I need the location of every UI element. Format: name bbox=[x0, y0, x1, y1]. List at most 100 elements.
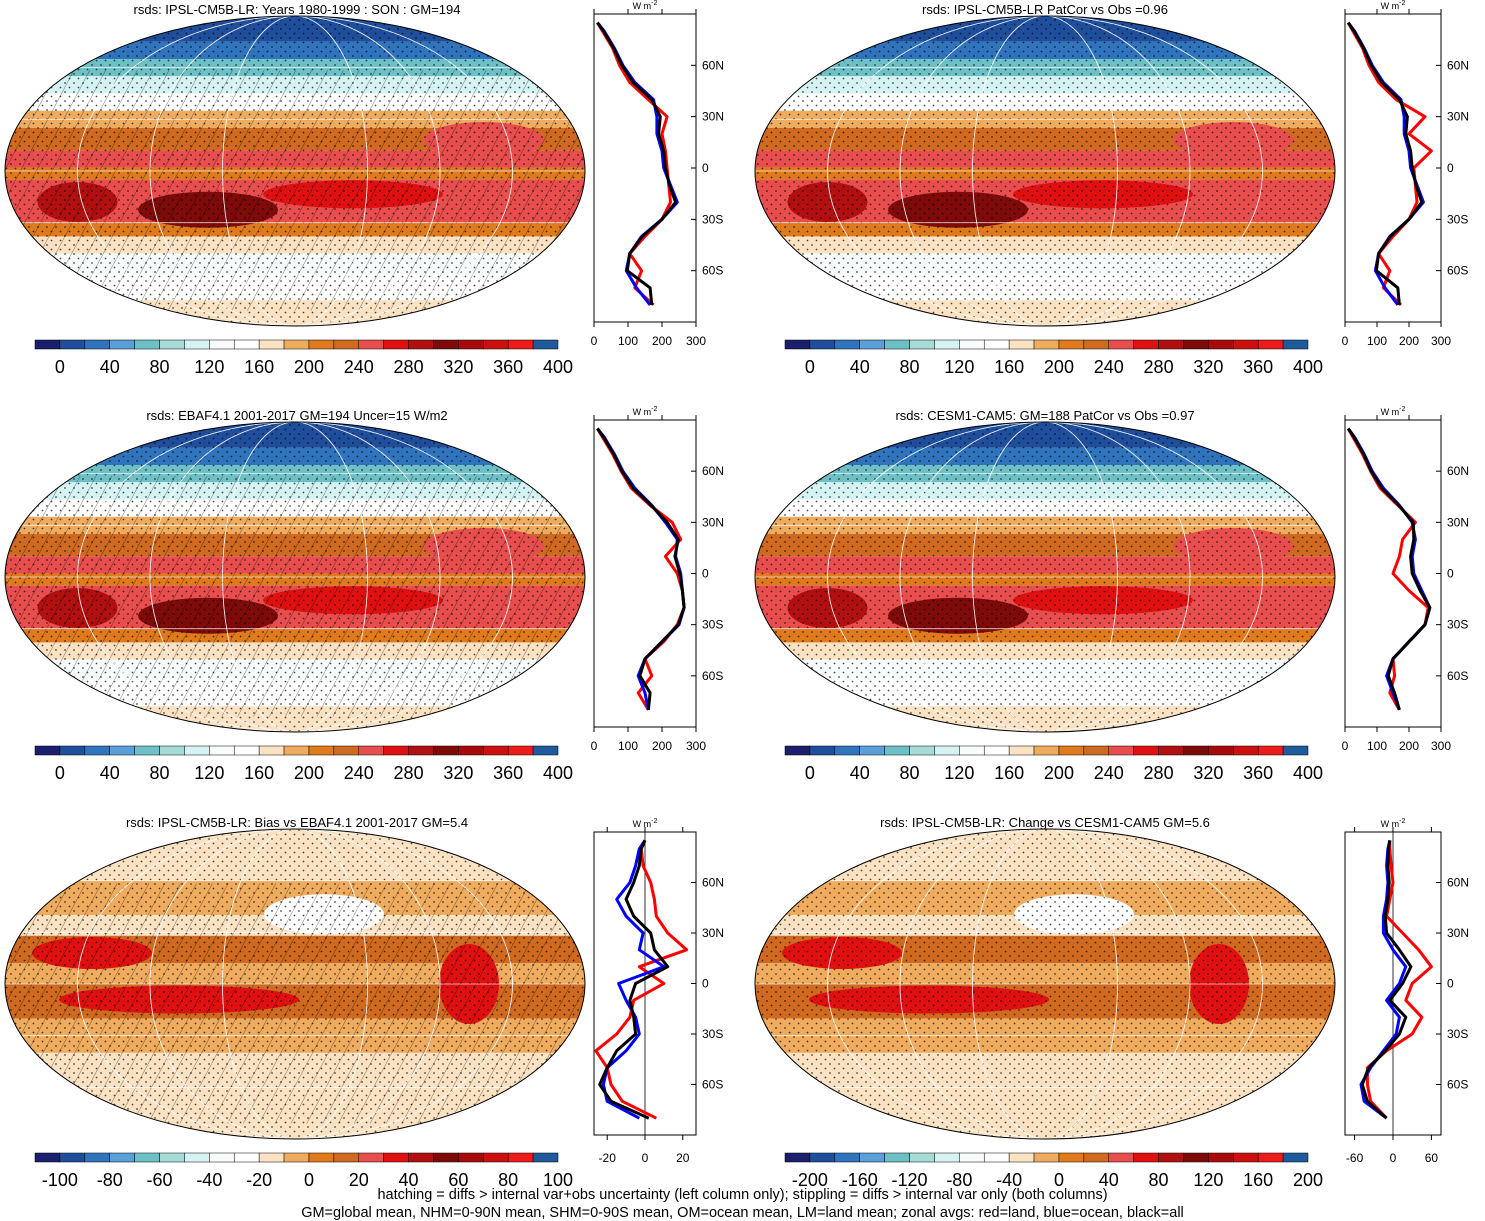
colorbar-swatch bbox=[483, 339, 509, 350]
colorbar-swatch bbox=[934, 745, 960, 756]
zonal-lat-label: 60N bbox=[1447, 464, 1469, 478]
zonal-lat-label: 30N bbox=[1447, 515, 1469, 529]
colorbar-label: 400 bbox=[1293, 763, 1323, 783]
colorbar-swatch bbox=[1208, 1152, 1234, 1163]
colorbar-label: 160 bbox=[994, 357, 1024, 377]
colorbar-swatch bbox=[909, 1152, 935, 1163]
colorbar-swatch bbox=[1183, 745, 1209, 756]
zonal-lat-label: 60S bbox=[1447, 669, 1468, 683]
colorbar-swatch bbox=[1183, 1152, 1209, 1163]
colorbar-label: 320 bbox=[443, 763, 473, 783]
colorbar-swatch bbox=[507, 745, 534, 756]
colorbar-swatch bbox=[84, 1152, 110, 1163]
colorbar-label: 200 bbox=[294, 357, 324, 377]
map-field bbox=[755, 16, 1335, 326]
colorbar-label: 80 bbox=[498, 1170, 518, 1190]
zonal-lat-label: 60N bbox=[1447, 58, 1469, 72]
zonal-unit-exponent: -2 bbox=[651, 406, 657, 413]
colorbar-swatch bbox=[959, 745, 985, 756]
colorbar-swatch bbox=[1158, 745, 1184, 756]
colorbar-label: 160 bbox=[244, 763, 274, 783]
zonal-lat-label: 30S bbox=[702, 1027, 723, 1041]
colorbar-swatch bbox=[308, 745, 335, 756]
colorbar-label: 0 bbox=[304, 1170, 314, 1190]
colorbar-label: 0 bbox=[55, 357, 65, 377]
colorbar-label: -200 bbox=[792, 1170, 828, 1190]
colorbar-label: 320 bbox=[443, 357, 473, 377]
colorbar-swatch bbox=[383, 745, 409, 756]
zonal-line-land bbox=[596, 21, 672, 307]
footer-legend-note: GM=global mean, NHM=0-90N mean, SHM=0-90… bbox=[301, 1205, 1184, 1221]
colorbar-swatch bbox=[1008, 1152, 1035, 1163]
colorbar-label: 120 bbox=[944, 357, 974, 377]
colorbar-label: -40 bbox=[196, 1170, 222, 1190]
graticule-lon bbox=[827, 422, 1263, 732]
colorbar-swatch bbox=[1033, 339, 1060, 350]
zonal-line-all bbox=[598, 839, 670, 1120]
colorbar-swatch bbox=[358, 1152, 384, 1163]
colorbar-swatch bbox=[333, 745, 360, 756]
zonal-unit: W m-2 bbox=[1381, 0, 1406, 11]
map-outline bbox=[4, 15, 586, 327]
colorbar-swatch bbox=[959, 1152, 985, 1163]
zonal-line-all bbox=[1360, 840, 1413, 1120]
zonal-line-all bbox=[596, 427, 686, 711]
colorbar-swatch bbox=[884, 339, 910, 350]
colorbar-swatch bbox=[859, 1152, 885, 1163]
colorbar-swatch bbox=[59, 1152, 86, 1163]
colorbar-swatch bbox=[383, 339, 409, 350]
zonal-mean-plot: 60N 30N 0 30S 60S 0 100 200 300 W m-2 bbox=[591, 406, 724, 753]
zonal-unit: W m-2 bbox=[633, 818, 658, 829]
colorbar-label: 360 bbox=[1243, 763, 1273, 783]
zonal-x-label: 0 bbox=[642, 1151, 649, 1165]
zonal-x-label: 0 bbox=[591, 739, 598, 753]
zonal-x-label: 300 bbox=[686, 739, 706, 753]
colorbar-swatch bbox=[433, 339, 459, 350]
zonal-x-label: 200 bbox=[1399, 739, 1419, 753]
colorbar-swatch bbox=[1282, 339, 1309, 350]
colorbar: 0 40 80 120 160 200 240 280 320 360 400 bbox=[34, 745, 573, 783]
colorbar-label: 240 bbox=[344, 763, 374, 783]
zonal-x-label: 0 bbox=[1342, 334, 1349, 348]
colorbar-swatch bbox=[934, 1152, 960, 1163]
map-outline bbox=[4, 828, 586, 1140]
colorbar-swatch bbox=[1257, 745, 1284, 756]
colorbar: 0 40 80 120 160 200 240 280 320 360 400 bbox=[784, 339, 1323, 377]
colorbar-swatch bbox=[184, 339, 210, 350]
colorbar-label: 320 bbox=[1193, 357, 1223, 377]
zonal-x-label: 60 bbox=[1425, 1151, 1439, 1165]
colorbar-swatch bbox=[1058, 1152, 1085, 1163]
zonal-unit: W m-2 bbox=[1381, 818, 1406, 829]
colorbar-swatch bbox=[909, 339, 935, 350]
colorbar-label: 40 bbox=[399, 1170, 419, 1190]
zonal-unit: W m-2 bbox=[1381, 406, 1406, 417]
colorbar-swatch bbox=[1133, 745, 1159, 756]
colorbar-swatch bbox=[59, 339, 86, 350]
colorbar-swatch bbox=[483, 745, 509, 756]
colorbar-swatch bbox=[934, 339, 960, 350]
colorbar-swatch bbox=[784, 339, 811, 350]
colorbar-label: 360 bbox=[493, 763, 523, 783]
map-outline bbox=[754, 15, 1336, 327]
map-field bbox=[755, 829, 1335, 1139]
colorbar-swatch bbox=[834, 339, 860, 350]
graticule-lon bbox=[222, 16, 368, 326]
colorbar-label: 200 bbox=[1293, 1170, 1323, 1190]
zonal-x-label: 200 bbox=[652, 334, 672, 348]
colorbar-swatch bbox=[909, 745, 935, 756]
panel-top-left: rsds: IPSL-CM5B-LR: Years 1980-1999 : SO… bbox=[4, 0, 724, 377]
hatching bbox=[5, 476, 585, 717]
colorbar-swatch bbox=[983, 1152, 1010, 1163]
zonal-lat-label: 60N bbox=[1447, 876, 1469, 890]
colorbar-swatch bbox=[959, 339, 985, 350]
colorbar-swatch bbox=[209, 745, 235, 756]
colorbar-swatch bbox=[34, 1152, 61, 1163]
zonal-lat-label: 30S bbox=[1447, 1027, 1468, 1041]
colorbar-swatch bbox=[34, 745, 61, 756]
colorbar-swatch bbox=[1133, 1152, 1159, 1163]
zonal-x-label: 100 bbox=[1367, 334, 1387, 348]
zonal-lat-label: 0 bbox=[702, 567, 709, 581]
colorbar-swatch bbox=[184, 745, 210, 756]
colorbar-label: 0 bbox=[805, 357, 815, 377]
